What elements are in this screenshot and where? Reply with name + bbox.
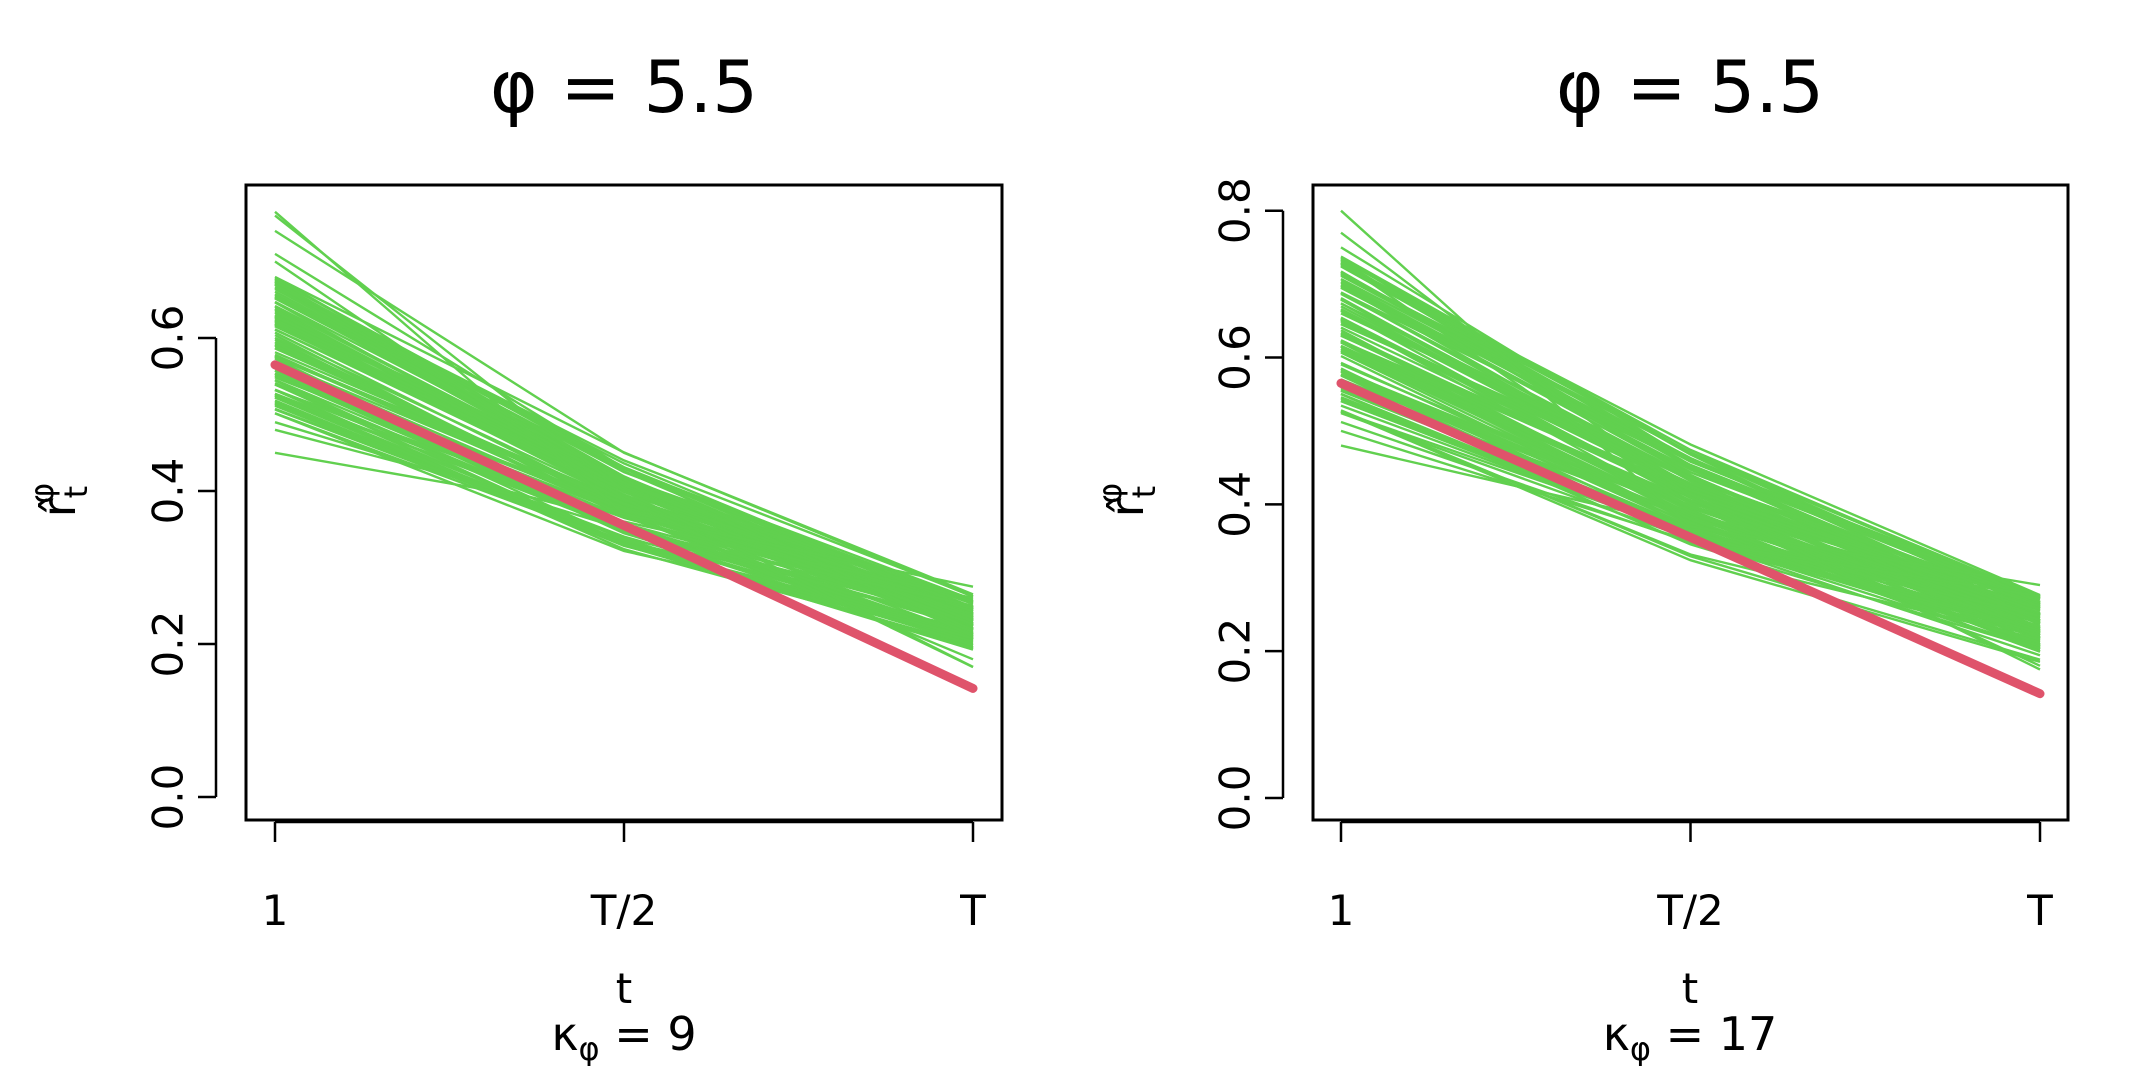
svg-text:r̂tφ: r̂tφ [1091,483,1163,518]
simulation-line [1340,298,2041,622]
simulation-line [274,260,974,669]
true-series-line [1336,378,2045,699]
simulation-line [1340,262,2041,597]
plot-frame [1311,183,2070,822]
simulation-line [1340,273,2041,598]
simulation-line [1340,286,2041,609]
simulation-line [274,229,974,596]
simulation-lines [274,210,974,669]
chart-title: φ = 5.5 [1556,45,1824,129]
simulation-line [1340,409,2041,661]
simulation-line [274,305,974,623]
y-tick-label: 0.4 [1211,471,1260,538]
simulation-line [1340,340,2041,611]
y-tick-label: 0.6 [1211,324,1260,391]
simulation-line [274,451,974,588]
kappa-subtitle: κφ = 9 [551,1007,696,1066]
y-tick-label: 0.6 [144,305,193,372]
x-axis-label: t [616,964,632,1013]
x-tick-label: T/2 [1656,886,1724,935]
true-series-line [270,360,978,693]
x-tick-label: T [2026,886,2053,935]
x-tick-label: 1 [262,886,289,935]
y-axis-label: r̂tφ [23,483,95,518]
y-tick-label: 0.2 [144,611,193,678]
y-tick-label: 0.2 [1211,618,1260,685]
x-tick-label: T/2 [590,886,658,935]
simulation-line [274,341,974,639]
simulation-line [1340,261,2041,667]
chart-title: φ = 5.5 [490,45,758,129]
simulation-line [274,404,974,651]
plot-frame [244,183,1004,822]
simulation-line [1340,420,2041,634]
simulation-line [274,280,974,632]
simulation-lines [1340,209,2041,671]
simulation-line [1340,246,2041,601]
x-axis-label: t [1682,964,1698,1013]
simulation-line [274,403,974,636]
y-tick-label: 0.8 [1211,177,1260,244]
x-tick-label: 1 [1328,886,1355,935]
simulation-line [274,214,974,669]
simulation-line [1340,317,2041,610]
simulation-line [1340,312,2041,608]
simulation-line [1340,392,2041,651]
x-tick-label: T [959,886,986,935]
y-tick-label: 0.4 [144,458,193,525]
y-tick-label: 0.0 [144,764,193,831]
y-axis-label: r̂tφ [1091,483,1163,518]
simulation-line [274,283,974,598]
svg-text:r̂tφ: r̂tφ [23,483,95,518]
kappa-subtitle: κφ = 17 [1603,1007,1778,1066]
simulation-line [274,310,974,634]
y-tick-label: 0.0 [1211,765,1260,832]
simulation-line [1340,363,2041,632]
simulation-line [1340,444,2041,587]
